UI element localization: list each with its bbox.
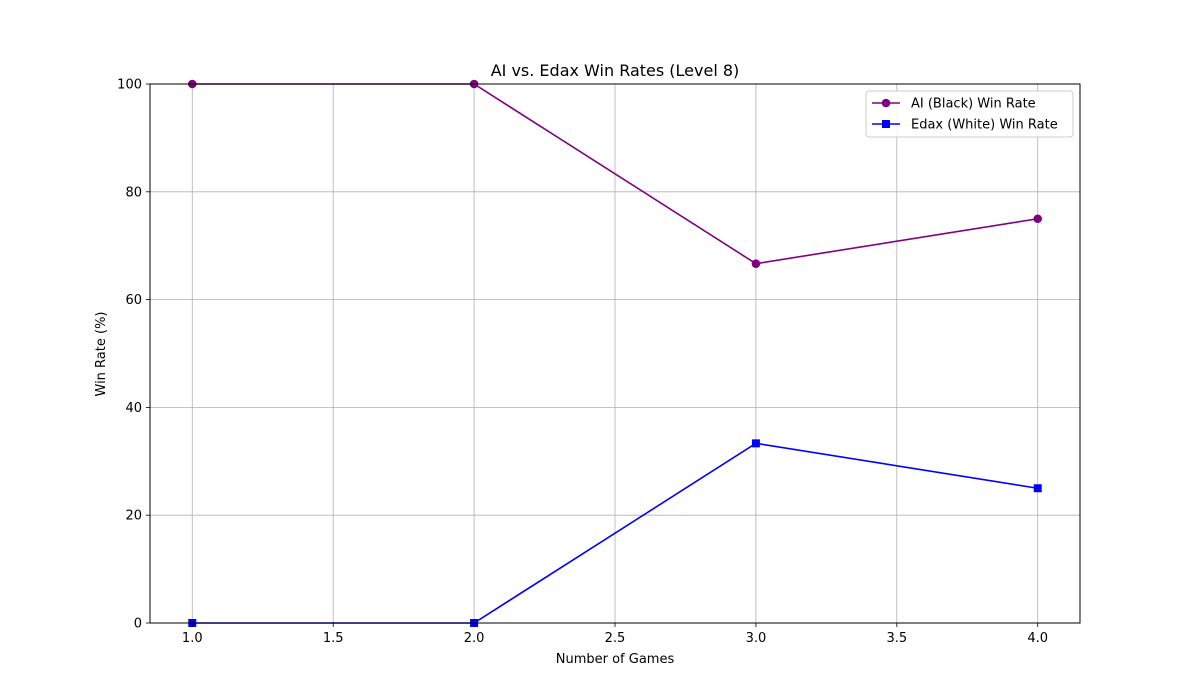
axis-ticks: 1.0 1.5 2.0 2.5 3.0 3.5 4.0 0 20 40 60 80 100 xyxy=(117,78,1048,647)
y-axis-label: Win Rate (%) xyxy=(94,312,109,397)
legend-marker xyxy=(881,98,891,108)
x-tick-label: 2.0 xyxy=(464,631,485,646)
y-tick-label: 20 xyxy=(125,509,142,524)
data-point xyxy=(751,259,761,268)
legend-entry: Edax (White) Win Rate xyxy=(872,118,1058,133)
x-axis-label: Number of Games xyxy=(556,652,675,667)
x-tick-label: 1.5 xyxy=(323,631,344,646)
legend-entry: AI (Black) Win Rate xyxy=(872,97,1036,112)
legend-box xyxy=(865,90,1074,138)
y-tick-label: 40 xyxy=(125,401,142,416)
legend-label: Edax (White) Win Rate xyxy=(911,118,1058,133)
x-tick-label: 3.5 xyxy=(886,631,907,646)
y-tick-label: 0 xyxy=(134,617,142,632)
x-tick-label: 1.0 xyxy=(182,631,203,646)
chart-title: AI vs. Edax Win Rates (Level 8) xyxy=(491,61,740,80)
y-tick-label: 80 xyxy=(125,185,142,200)
legend: AI (Black) Win Rate Edax (White) Win Rate xyxy=(865,90,1074,138)
x-tick-label: 4.0 xyxy=(1027,631,1048,646)
data-point xyxy=(751,439,760,448)
x-tick-label: 3.0 xyxy=(746,631,767,646)
y-tick-label: 100 xyxy=(117,78,142,93)
legend-marker xyxy=(882,120,890,128)
data-point xyxy=(1033,484,1042,493)
y-tick-label: 60 xyxy=(125,293,142,308)
grid xyxy=(150,83,1080,624)
data-point xyxy=(1033,214,1043,224)
x-tick-label: 2.5 xyxy=(605,631,626,646)
legend-label: AI (Black) Win Rate xyxy=(911,97,1036,112)
